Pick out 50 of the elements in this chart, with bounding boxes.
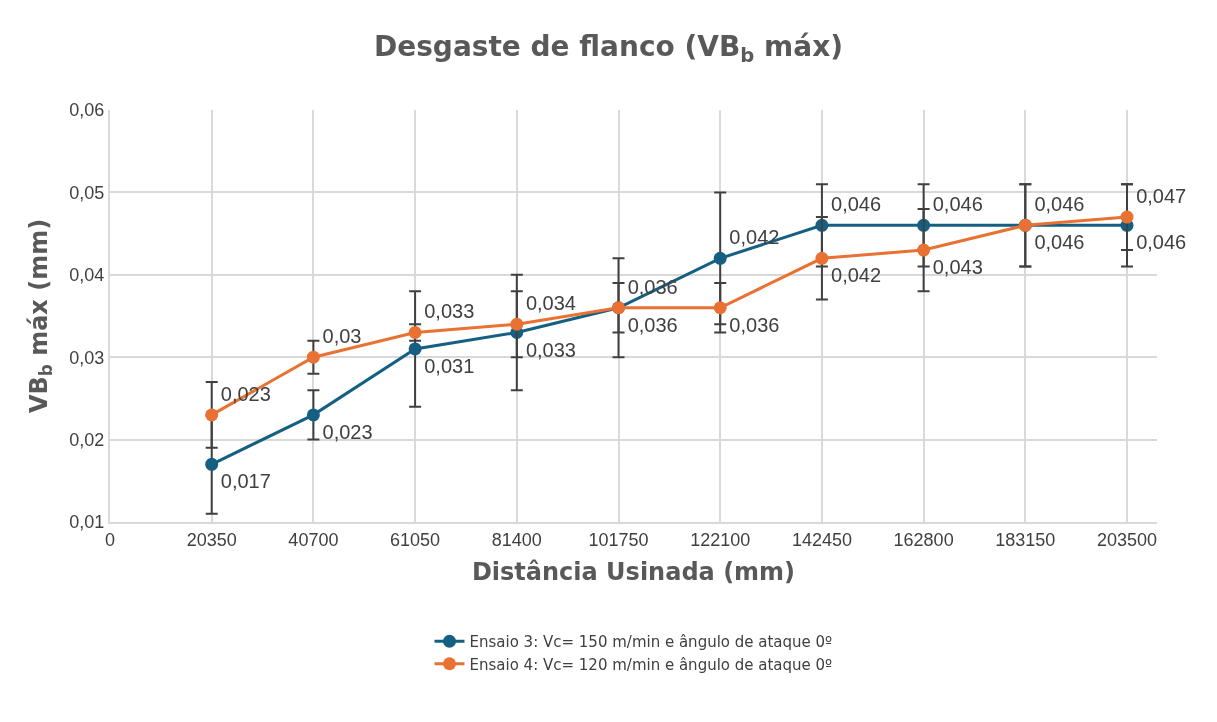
point <box>510 317 524 331</box>
data-label: 0,033 <box>424 300 475 323</box>
data-label: 0,034 <box>525 292 576 315</box>
y-tick-label: 0,03 <box>69 347 105 368</box>
data-label: 0,046 <box>1136 231 1187 254</box>
point <box>713 251 727 265</box>
y-tick-label: 0,04 <box>69 265 105 286</box>
data-label: 0,036 <box>627 313 678 336</box>
point <box>408 342 422 356</box>
data-label: 0,047 <box>1136 184 1187 207</box>
point <box>713 301 727 315</box>
y-tick-label: 0,02 <box>69 429 105 450</box>
x-axis-title: Distância Usinada (mm) <box>471 558 796 587</box>
chart-title: Desgaste de flanco (VB$_{b}$ máx) <box>373 29 844 67</box>
x-tick-label: 142450 <box>791 529 852 550</box>
data-label: 0,033 <box>525 338 576 361</box>
point <box>306 350 320 364</box>
x-tick-label: 20350 <box>186 529 237 550</box>
x-tick-label: 40700 <box>288 529 339 550</box>
x-tick-label: 162800 <box>893 529 954 550</box>
point <box>306 408 320 422</box>
x-tick-label: 0 <box>104 529 116 550</box>
data-label: 0,046 <box>932 193 983 216</box>
data-label: 0,03 <box>322 325 362 348</box>
data-label: 0,023 <box>322 421 373 444</box>
point <box>917 243 931 257</box>
legend-label: Ensaio 3: Vc= 150 m/min e ângulo de ataque 0º <box>469 633 833 652</box>
data-label: 0,042 <box>729 226 780 249</box>
data-label: 0,046 <box>1034 193 1085 216</box>
point <box>205 457 219 471</box>
data-label: 0,046 <box>831 193 882 216</box>
x-tick-label: 81400 <box>491 529 542 550</box>
y-tick-label: 0,01 <box>69 512 105 533</box>
data-label: 0,043 <box>932 256 983 279</box>
data-label: 0,017 <box>220 470 271 493</box>
y-tick-label: 0,06 <box>69 100 105 121</box>
point <box>815 251 829 265</box>
x-tick-label: 101750 <box>588 529 649 550</box>
x-tick-label: 122100 <box>690 529 751 550</box>
data-label: 0,031 <box>424 355 475 378</box>
data-label: 0,042 <box>831 264 882 287</box>
x-tick-label: 61050 <box>390 529 441 550</box>
point <box>205 408 219 422</box>
data-label: 0,036 <box>729 313 780 336</box>
data-label: 0,046 <box>1034 231 1085 254</box>
x-tick-label: 203500 <box>1096 529 1158 550</box>
x-tick-label: 183150 <box>995 529 1056 550</box>
y-tick-label: 0,05 <box>69 182 105 203</box>
point <box>1120 210 1134 224</box>
legend-label: Ensaio 4: Vc= 120 m/min e ângulo de ataque 0º <box>469 655 833 674</box>
